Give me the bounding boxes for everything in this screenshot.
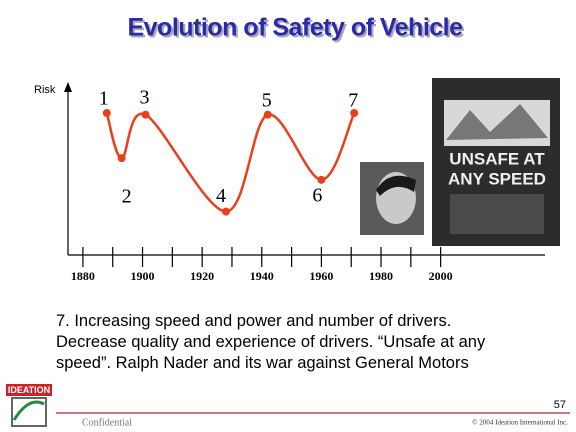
logo-swoosh	[12, 400, 45, 421]
logo-mark	[11, 397, 47, 427]
footer-copyright: © 2004 Ideation International Inc.	[472, 419, 568, 427]
x-tick-label: 1900	[131, 269, 155, 283]
point	[117, 154, 126, 163]
book-subtitle-block	[450, 194, 544, 234]
logo-text: IDEATION	[8, 385, 50, 395]
x-tick-label: 1880	[71, 269, 95, 283]
page-number: 57	[554, 399, 566, 411]
caption: 7. Increasing speed and power and number…	[56, 312, 486, 372]
point	[263, 110, 272, 119]
logo-banner	[6, 384, 52, 396]
book-title-2: ANY SPEED	[448, 169, 546, 188]
title-shadow: Evolution of Safety of Vehicle	[129, 16, 465, 44]
footer-confidential: Confidential	[82, 417, 132, 428]
point-label: 3	[140, 86, 150, 108]
photo	[360, 162, 424, 235]
point-label: 6	[312, 184, 322, 206]
photo-hair	[376, 175, 416, 196]
point	[102, 109, 111, 118]
y-axis-label: Risk	[34, 84, 56, 96]
point-label: 7	[348, 90, 358, 112]
book-image-detail	[446, 104, 548, 140]
x-tick-label: 1980	[369, 269, 393, 283]
y-axis-arrow	[64, 82, 72, 92]
x-tick-label: 2000	[429, 269, 453, 283]
chart-title: Evolution of Safety of Vehicle	[127, 14, 463, 42]
x-tick-label: 1960	[309, 269, 333, 283]
point	[317, 175, 326, 184]
logo: IDEATION	[6, 384, 52, 427]
point-label: 4	[216, 185, 226, 207]
point-label: 5	[262, 89, 272, 111]
x-tick-label: 1920	[190, 269, 214, 283]
point	[222, 207, 231, 216]
book-title-1: UNSAFE AT	[449, 149, 545, 168]
point-label: 2	[122, 186, 132, 208]
x-tick-label: 1940	[250, 269, 274, 283]
point	[141, 110, 150, 119]
point	[350, 109, 359, 118]
point-label: 1	[99, 88, 109, 110]
book-cover: UNSAFE AT ANY SPEED	[432, 78, 560, 246]
